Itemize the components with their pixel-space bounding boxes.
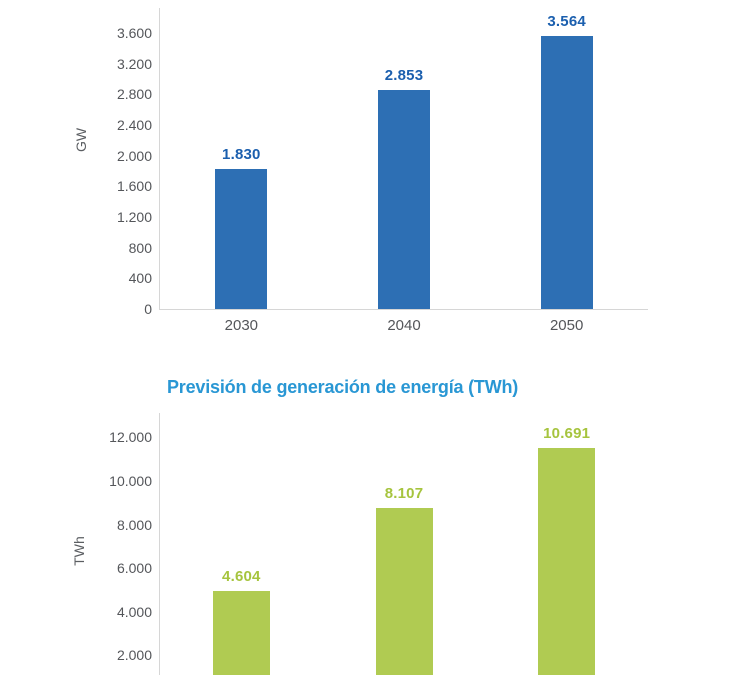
x-category-label: 2040 — [387, 317, 421, 334]
y-tick-label: 2.800 — [116, 86, 152, 103]
bar-2040 — [378, 90, 430, 309]
y-axis-line — [159, 413, 160, 675]
y-tick-label: 400 — [128, 270, 152, 287]
y-tick-label: 12.000 — [109, 429, 152, 446]
bar-value-label: 3.564 — [547, 12, 586, 30]
y-tick-label: 0 — [144, 301, 152, 317]
bar-value-label: 2.853 — [384, 67, 424, 85]
x-category-label: 2050 — [549, 317, 584, 334]
bar-2050 — [540, 35, 593, 309]
bar-value-label: 8.107 — [384, 485, 424, 503]
y-tick-label: 10.000 — [109, 473, 152, 489]
bar-value-label: 10.691 — [543, 424, 591, 442]
y-tick-label: 8.000 — [116, 516, 152, 533]
y-tick-label: 800 — [128, 239, 152, 256]
x-axis-line — [159, 309, 648, 310]
generation-chart-title: Previsión de generación de energía (TWh) — [167, 377, 519, 397]
bar-2030 — [215, 168, 268, 309]
bar-value-label: 1.830 — [222, 145, 261, 163]
bar-series-3 — [538, 447, 596, 675]
y-tick-label: 2.400 — [116, 117, 152, 133]
bar-series-1 — [212, 590, 270, 675]
y-tick-label: 1.600 — [116, 178, 152, 195]
y-tick-label: 2.000 — [116, 647, 152, 664]
y-tick-label: 3.600 — [116, 25, 152, 41]
bar-value-label: 4.604 — [222, 567, 261, 585]
y-tick-label: 1.200 — [116, 209, 152, 225]
x-category-label: 2030 — [224, 317, 259, 334]
y-tick-label: 3.200 — [116, 55, 152, 72]
bar-series-2 — [375, 508, 433, 675]
y-tick-label: 4.000 — [116, 603, 152, 620]
y-tick-label: 2.000 — [116, 147, 152, 164]
y-axis-line — [159, 8, 160, 310]
y-tick-label: 6.000 — [116, 560, 152, 577]
